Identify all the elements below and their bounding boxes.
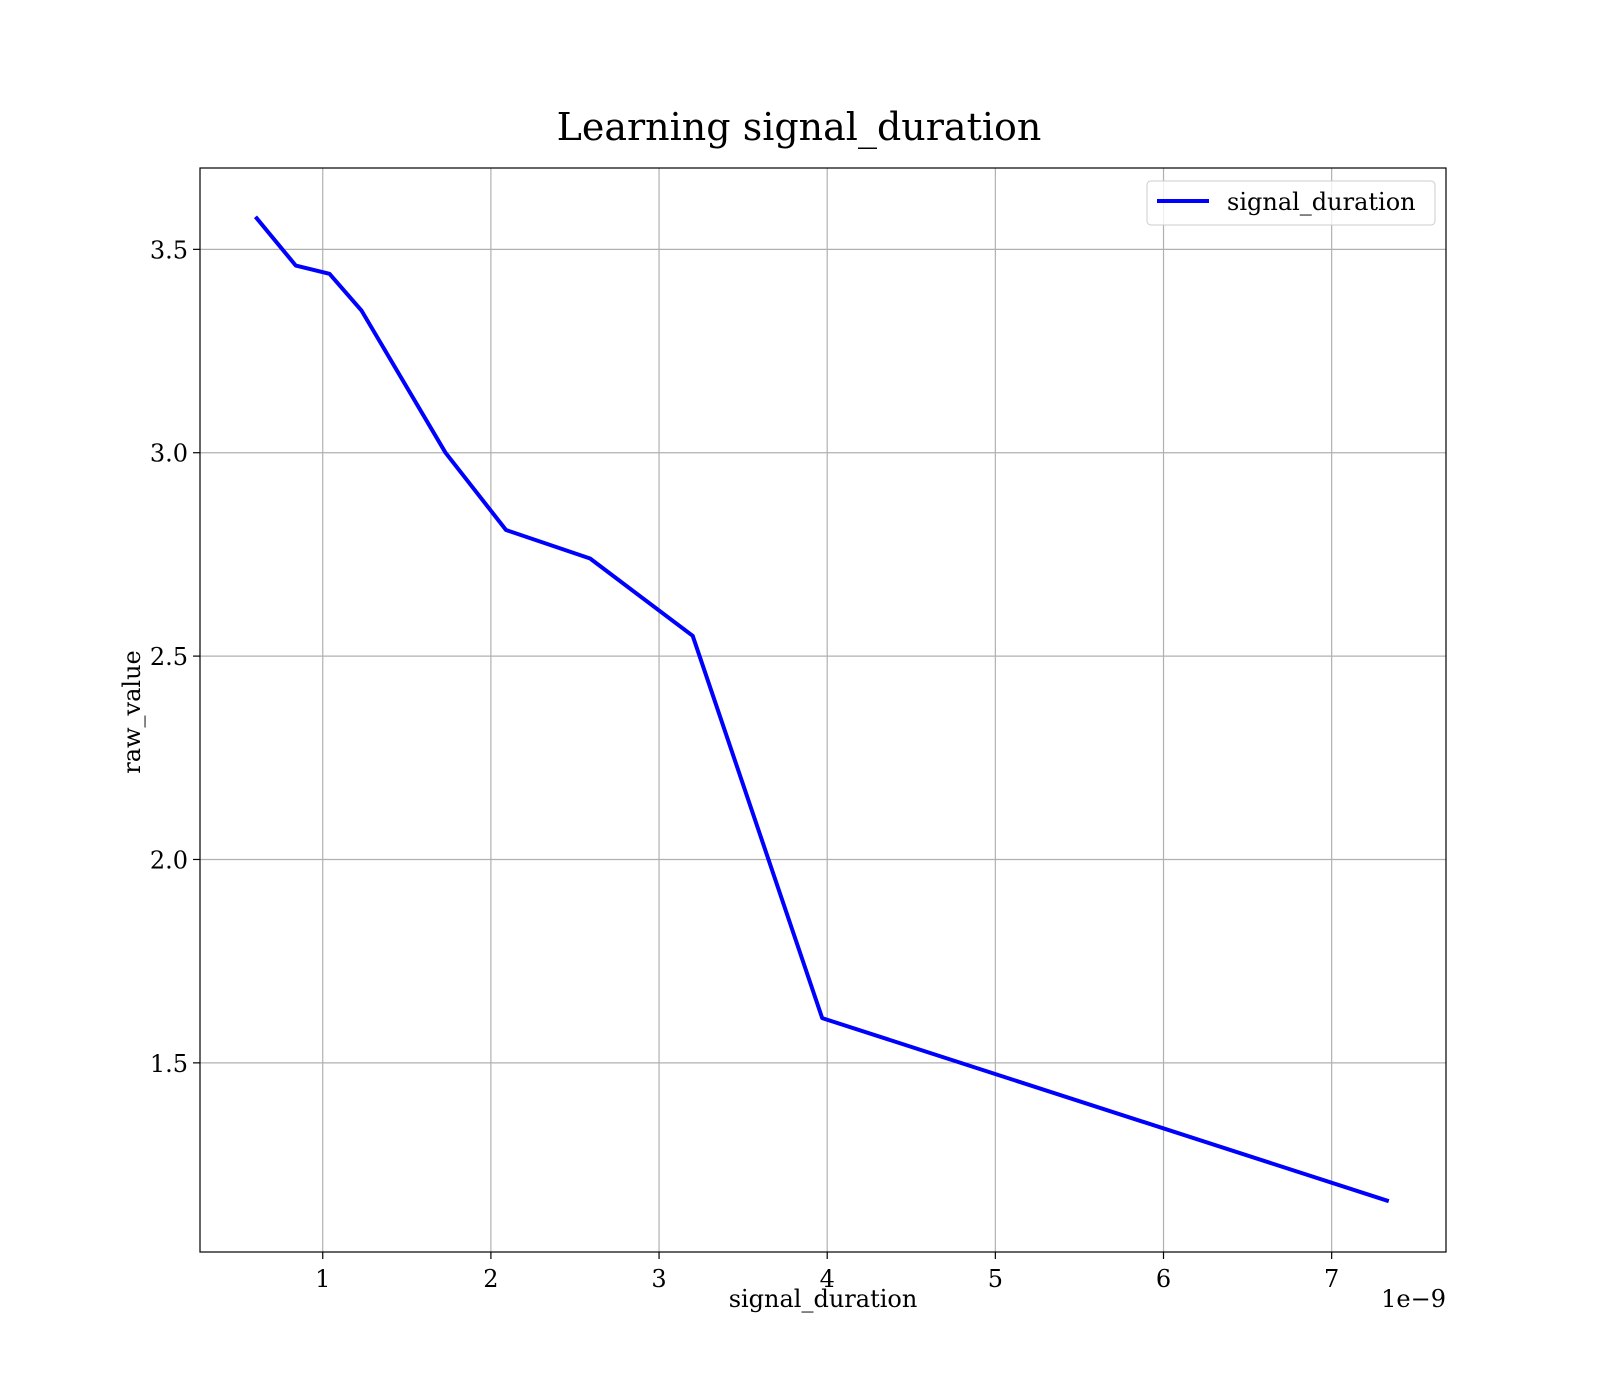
x-axis-ticks: 1 2 3 4 5 6 7 — [315, 1252, 1339, 1293]
x-tick-label: 7 — [1324, 1265, 1339, 1293]
chart-title: Learning signal_duration — [557, 105, 1042, 150]
x-tick-label: 5 — [988, 1265, 1003, 1293]
x-tick-label: 3 — [651, 1265, 666, 1293]
legend-box — [1146, 180, 1436, 226]
y-axis-label: raw_value — [118, 650, 146, 774]
y-tick-label: 1.5 — [150, 1050, 188, 1078]
y-axis-ticks: 1.5 2.0 2.5 3.0 3.5 — [150, 236, 200, 1078]
y-tick-label: 3.5 — [150, 236, 188, 264]
series-line-signal-duration — [253, 215, 1390, 1204]
x-axis-label: signal_duration — [729, 1285, 918, 1313]
legend: signal_duration — [1146, 180, 1436, 226]
legend-label: signal_duration — [1227, 188, 1416, 216]
x-tick-label: 6 — [1156, 1265, 1171, 1293]
x-axis-offset-label: 1e−9 — [1381, 1285, 1446, 1313]
x-tick-label: 4 — [820, 1265, 835, 1293]
y-tick-label: 2.0 — [150, 846, 188, 874]
y-tick-label: 2.5 — [150, 643, 188, 671]
grid-lines — [200, 168, 1446, 1252]
x-tick-label: 1 — [315, 1265, 330, 1293]
plot-frame — [199, 167, 1447, 1253]
y-tick-label: 3.0 — [150, 440, 188, 468]
x-tick-label: 2 — [483, 1265, 498, 1293]
series-layer — [253, 215, 1390, 1204]
